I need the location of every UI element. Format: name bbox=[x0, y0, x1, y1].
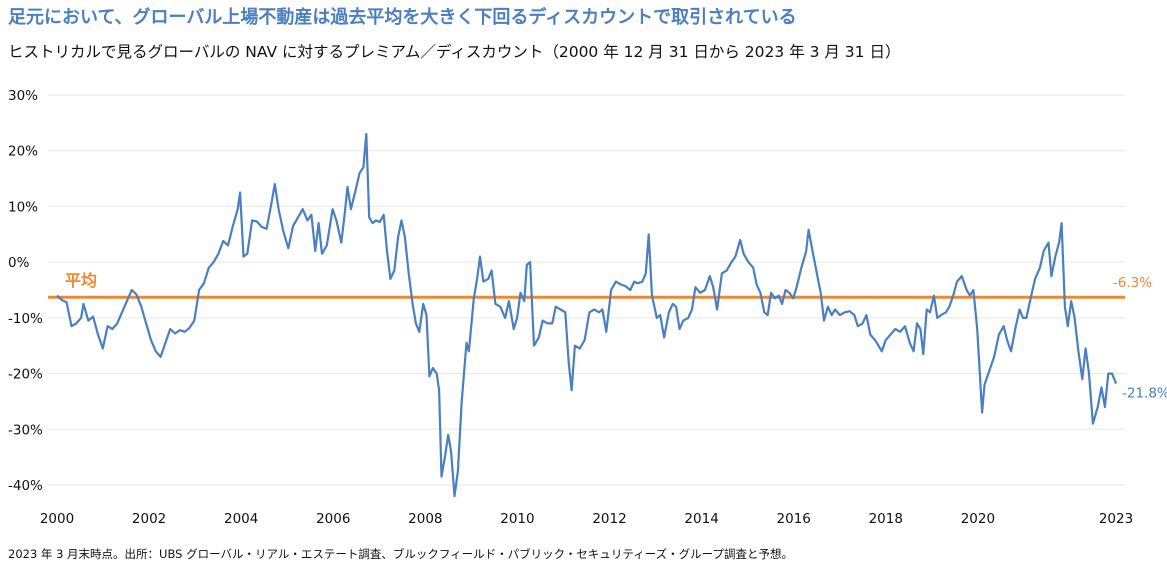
source-note: 2023 年 3 月末時点。出所：UBS グローバル・リアル・エステート調査、ブ… bbox=[8, 547, 793, 561]
end-value-label: -21.8% bbox=[1122, 386, 1167, 402]
x-tick-label: 2012 bbox=[592, 511, 626, 527]
average-value-label: -6.3% bbox=[1113, 275, 1152, 291]
x-tick-label: 2014 bbox=[684, 511, 718, 527]
y-tick-label: 30% bbox=[8, 88, 38, 104]
x-tick-label: 2006 bbox=[316, 511, 350, 527]
x-tick-label: 2018 bbox=[869, 511, 903, 527]
y-tick-label: -40% bbox=[8, 478, 43, 494]
x-axis-tick-labels: 2000 2002 2004 2006 2008 2010 2012 2014 2016 2018… bbox=[40, 511, 1133, 527]
y-gridlines bbox=[48, 94, 1125, 486]
x-tick-label: 2020 bbox=[961, 511, 995, 527]
x-tick-label: 2016 bbox=[777, 511, 811, 527]
series-line bbox=[56, 132, 1118, 498]
y-tick-label: 20% bbox=[8, 144, 38, 160]
x-tick-label: 2002 bbox=[132, 511, 166, 527]
y-tick-label: -10% bbox=[8, 311, 43, 327]
chart-title: 足元において、グローバル上場不動産は過去平均を大きく下回るディスカウントで取引さ… bbox=[8, 7, 797, 28]
average-label: 平均 bbox=[65, 271, 97, 290]
y-axis-tick-labels: 30% 20% 10% 0% -10% -20% -30% -40% bbox=[8, 88, 43, 494]
x-tick-label: 2000 bbox=[40, 511, 74, 527]
chart-subtitle: ヒストリカルで見るグローバルの NAV に対するプレミアム／ディスカウント（20… bbox=[8, 43, 901, 61]
y-tick-label: -30% bbox=[8, 422, 43, 438]
y-tick-label: 10% bbox=[8, 199, 38, 215]
y-tick-label: -20% bbox=[8, 367, 43, 383]
x-tick-label: 2023 bbox=[1099, 511, 1133, 527]
x-tick-label: 2010 bbox=[500, 511, 534, 527]
y-tick-label: 0% bbox=[8, 255, 30, 271]
x-tick-label: 2008 bbox=[408, 511, 442, 527]
x-tick-label: 2004 bbox=[224, 511, 258, 527]
